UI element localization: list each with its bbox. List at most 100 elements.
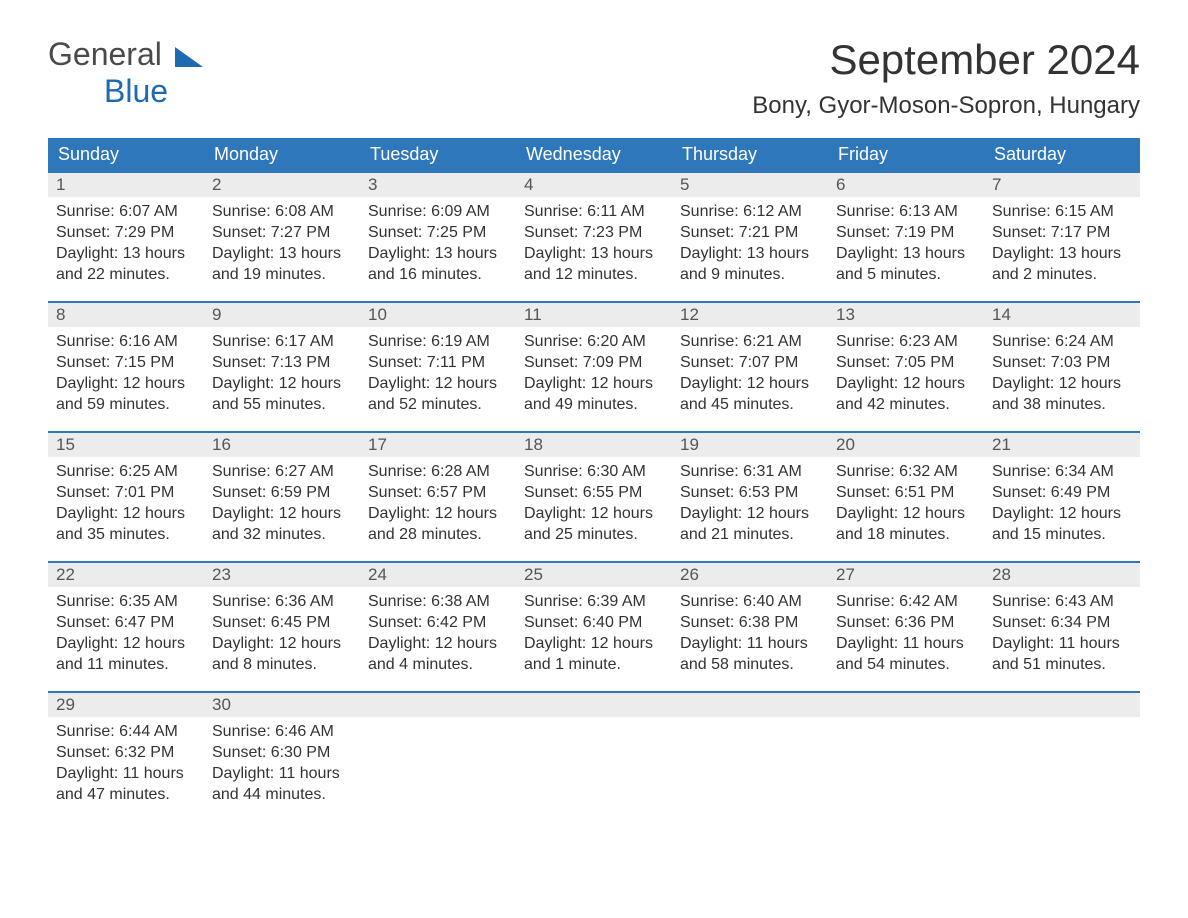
day-number: 26 — [672, 563, 828, 587]
sunset-line: Sunset: 6:59 PM — [212, 482, 352, 503]
daylight-line-1: Daylight: 12 hours — [212, 503, 352, 524]
day-number: 28 — [984, 563, 1140, 587]
daylight-line-2: and 54 minutes. — [836, 654, 976, 675]
day-cell: 19Sunrise: 6:31 AMSunset: 6:53 PMDayligh… — [672, 433, 828, 561]
day-cell: 29Sunrise: 6:44 AMSunset: 6:32 PMDayligh… — [48, 693, 204, 821]
weekday-header: Tuesday — [360, 138, 516, 171]
day-body: Sunrise: 6:20 AMSunset: 7:09 PMDaylight:… — [516, 327, 672, 427]
daylight-line-1: Daylight: 12 hours — [524, 503, 664, 524]
day-cell: 20Sunrise: 6:32 AMSunset: 6:51 PMDayligh… — [828, 433, 984, 561]
day-cell: 10Sunrise: 6:19 AMSunset: 7:11 PMDayligh… — [360, 303, 516, 431]
day-number: 12 — [672, 303, 828, 327]
daylight-line-2: and 18 minutes. — [836, 524, 976, 545]
weekday-header: Wednesday — [516, 138, 672, 171]
day-number — [360, 693, 516, 717]
day-cell — [516, 693, 672, 821]
daylight-line-1: Daylight: 12 hours — [836, 373, 976, 394]
day-body: Sunrise: 6:36 AMSunset: 6:45 PMDaylight:… — [204, 587, 360, 687]
day-body: Sunrise: 6:34 AMSunset: 6:49 PMDaylight:… — [984, 457, 1140, 557]
sunrise-line: Sunrise: 6:28 AM — [368, 461, 508, 482]
sunrise-line: Sunrise: 6:25 AM — [56, 461, 196, 482]
sunrise-line: Sunrise: 6:38 AM — [368, 591, 508, 612]
day-number: 1 — [48, 173, 204, 197]
day-cell — [672, 693, 828, 821]
sunset-line: Sunset: 7:21 PM — [680, 222, 820, 243]
sunset-line: Sunset: 7:25 PM — [368, 222, 508, 243]
sunrise-line: Sunrise: 6:43 AM — [992, 591, 1132, 612]
daylight-line-1: Daylight: 12 hours — [524, 373, 664, 394]
weekday-header-row: SundayMondayTuesdayWednesdayThursdayFrid… — [48, 138, 1140, 171]
day-number: 25 — [516, 563, 672, 587]
weekday-header: Friday — [828, 138, 984, 171]
daylight-line-1: Daylight: 11 hours — [992, 633, 1132, 654]
sunset-line: Sunset: 6:45 PM — [212, 612, 352, 633]
daylight-line-1: Daylight: 12 hours — [212, 373, 352, 394]
sunset-line: Sunset: 7:11 PM — [368, 352, 508, 373]
daylight-line-1: Daylight: 13 hours — [368, 243, 508, 264]
day-number — [516, 693, 672, 717]
day-body — [360, 717, 516, 733]
day-number: 18 — [516, 433, 672, 457]
day-cell: 28 Sunrise: 6:43 AMSunset: 6:34 PMDayligh… — [984, 563, 1140, 691]
sunrise-line: Sunrise: 6:24 AM — [992, 331, 1132, 352]
day-number: 11 — [516, 303, 672, 327]
sunset-line: Sunset: 6:49 PM — [992, 482, 1132, 503]
day-body: Sunrise: 6:21 AMSunset: 7:07 PMDaylight:… — [672, 327, 828, 427]
week-row: 1Sunrise: 6:07 AMSunset: 7:29 PMDaylight… — [48, 171, 1140, 301]
sunset-line: Sunset: 6:34 PM — [992, 612, 1132, 633]
day-cell: 3Sunrise: 6:09 AMSunset: 7:25 PMDaylight… — [360, 173, 516, 301]
day-body: Sunrise: 6:31 AMSunset: 6:53 PMDaylight:… — [672, 457, 828, 557]
daylight-line-2: and 59 minutes. — [56, 394, 196, 415]
weekday-header: Sunday — [48, 138, 204, 171]
daylight-line-2: and 15 minutes. — [992, 524, 1132, 545]
day-cell: 16Sunrise: 6:27 AMSunset: 6:59 PMDayligh… — [204, 433, 360, 561]
day-number: 10 — [360, 303, 516, 327]
daylight-line-1: Daylight: 12 hours — [212, 633, 352, 654]
daylight-line-1: Daylight: 12 hours — [368, 373, 508, 394]
daylight-line-1: Daylight: 12 hours — [368, 633, 508, 654]
day-number: 16 — [204, 433, 360, 457]
day-number: 19 — [672, 433, 828, 457]
day-cell: 14Sunrise: 6:24 AMSunset: 7:03 PMDayligh… — [984, 303, 1140, 431]
day-cell: 18Sunrise: 6:30 AMSunset: 6:55 PMDayligh… — [516, 433, 672, 561]
day-body: Sunrise: 6:12 AMSunset: 7:21 PMDaylight:… — [672, 197, 828, 297]
day-body — [828, 717, 984, 733]
daylight-line-1: Daylight: 13 hours — [680, 243, 820, 264]
title-block: September 2024 Bony, Gyor-Moson-Sopron, … — [752, 36, 1140, 134]
sunrise-line: Sunrise: 6:30 AM — [524, 461, 664, 482]
day-body: Sunrise: 6:07 AMSunset: 7:29 PMDaylight:… — [48, 197, 204, 297]
daylight-line-1: Daylight: 13 hours — [212, 243, 352, 264]
day-number: 13 — [828, 303, 984, 327]
sunrise-line: Sunrise: 6:20 AM — [524, 331, 664, 352]
sunrise-line: Sunrise: 6:15 AM — [992, 201, 1132, 222]
sunrise-line: Sunrise: 6:08 AM — [212, 201, 352, 222]
day-cell: 4Sunrise: 6:11 AMSunset: 7:23 PMDaylight… — [516, 173, 672, 301]
sunset-line: Sunset: 6:30 PM — [212, 742, 352, 763]
day-number: 9 — [204, 303, 360, 327]
day-number: 6 — [828, 173, 984, 197]
flag-icon — [175, 47, 203, 67]
daylight-line-1: Daylight: 13 hours — [836, 243, 976, 264]
day-cell: 9Sunrise: 6:17 AMSunset: 7:13 PMDaylight… — [204, 303, 360, 431]
daylight-line-2: and 1 minute. — [524, 654, 664, 675]
day-body: Sunrise: 6:15 AMSunset: 7:17 PMDaylight:… — [984, 197, 1140, 297]
day-number: 27 — [828, 563, 984, 587]
day-body: Sunrise: 6:32 AMSunset: 6:51 PMDaylight:… — [828, 457, 984, 557]
day-number — [672, 693, 828, 717]
day-cell: 15Sunrise: 6:25 AMSunset: 7:01 PMDayligh… — [48, 433, 204, 561]
day-body: Sunrise: 6:46 AMSunset: 6:30 PMDaylight:… — [204, 717, 360, 817]
day-body: Sunrise: 6:44 AMSunset: 6:32 PMDaylight:… — [48, 717, 204, 817]
day-cell — [984, 693, 1140, 821]
sunset-line: Sunset: 7:27 PM — [212, 222, 352, 243]
sunset-line: Sunset: 6:36 PM — [836, 612, 976, 633]
day-number: 4 — [516, 173, 672, 197]
day-number: 8 — [48, 303, 204, 327]
day-cell: 26Sunrise: 6:40 AMSunset: 6:38 PMDayligh… — [672, 563, 828, 691]
day-number: 14 — [984, 303, 1140, 327]
daylight-line-1: Daylight: 12 hours — [368, 503, 508, 524]
weekday-header: Thursday — [672, 138, 828, 171]
daylight-line-2: and 28 minutes. — [368, 524, 508, 545]
sunset-line: Sunset: 6:42 PM — [368, 612, 508, 633]
day-cell: 22Sunrise: 6:35 AMSunset: 6:47 PMDayligh… — [48, 563, 204, 691]
sunset-line: Sunset: 7:15 PM — [56, 352, 196, 373]
